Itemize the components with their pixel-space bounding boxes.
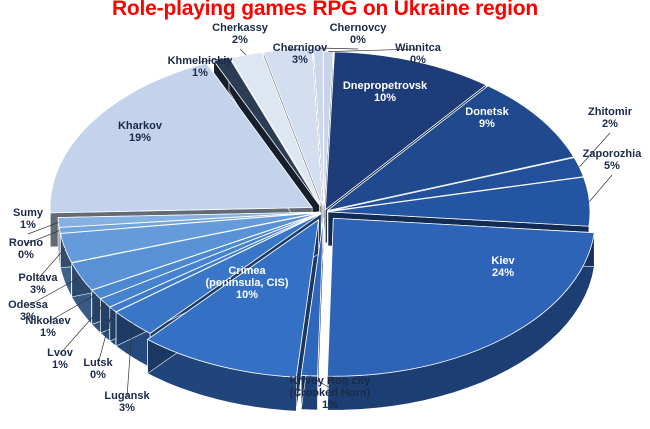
data-label-zaporozhia: Zaporozhia 5% [583, 148, 643, 172]
data-label-zhitomir: Zhitomir 2% [588, 106, 633, 130]
data-label-crimea-peninsula-cis-: Crimea (peninsula, CIS) 10% [205, 265, 288, 301]
leader-line [37, 247, 66, 280]
data-label-poltava: Poltava 3% [18, 272, 58, 296]
leader-line [126, 323, 133, 398]
data-label-lutsk: Lutsk 0% [83, 357, 113, 381]
leader-line [59, 302, 106, 355]
data-label-rovno: Rovno 0% [9, 237, 44, 261]
leader-line [239, 48, 247, 56]
leader-line [318, 47, 359, 50]
data-label-nikolaev: Nikolaev 1% [25, 315, 71, 339]
leader-line [27, 276, 81, 307]
pie-slice-krivoy-rog-city-crooked-horn- [300, 217, 324, 377]
pie-slice-crimea-peninsula-cis- [146, 218, 320, 378]
data-label-kiev: Kiev 24% [491, 255, 515, 279]
leader-line [328, 48, 419, 52]
data-label-cherkassy: Cherkassy 2% [212, 22, 269, 46]
data-label-chernovcy: Chernovcy 0% [330, 22, 388, 46]
data-label-lugansk: Lugansk 3% [104, 390, 150, 414]
pie-slice-odessa [71, 212, 321, 291]
data-label-sumy: Sumy 1% [13, 207, 44, 231]
data-label-chernigov: Chernigov 3% [273, 42, 328, 66]
leader-line [309, 375, 331, 389]
data-label-winnitca: Winnitca 0% [395, 42, 442, 66]
data-label-odessa: Odessa 3% [8, 299, 49, 323]
data-label-dnepropetrovsk: Dnepropetrovsk 10% [343, 80, 428, 104]
data-label-kharkov: Kharkov 19% [118, 120, 163, 144]
leader-line [579, 132, 611, 168]
leader-line [25, 230, 60, 245]
leader-line [199, 58, 222, 63]
pie-slice-dnepropetrovsk [324, 51, 487, 211]
leader-line [287, 48, 301, 50]
pie-slice-chernigov [262, 47, 324, 207]
leader-line [97, 309, 114, 365]
leader-line [27, 222, 59, 235]
data-label-krivoy-rog-city-crooked-horn-: Krivoy Rog city (Crooked Horn) 1% [290, 375, 372, 411]
data-label-lvov: Lvov 1% [47, 347, 74, 371]
leader-line [47, 294, 97, 323]
data-label-khmelnickiy: Khmelnickiy 1% [168, 55, 234, 79]
data-label-donetsk: Donetsk 9% [465, 106, 509, 130]
pie-slice-donetsk [326, 85, 575, 211]
pie-slice-kharkov [49, 62, 313, 214]
chart-title: Role-playing games RPG on Ukraine region [111, 0, 539, 20]
leader-line [589, 174, 613, 202]
pie-slice-kiev [327, 217, 595, 377]
